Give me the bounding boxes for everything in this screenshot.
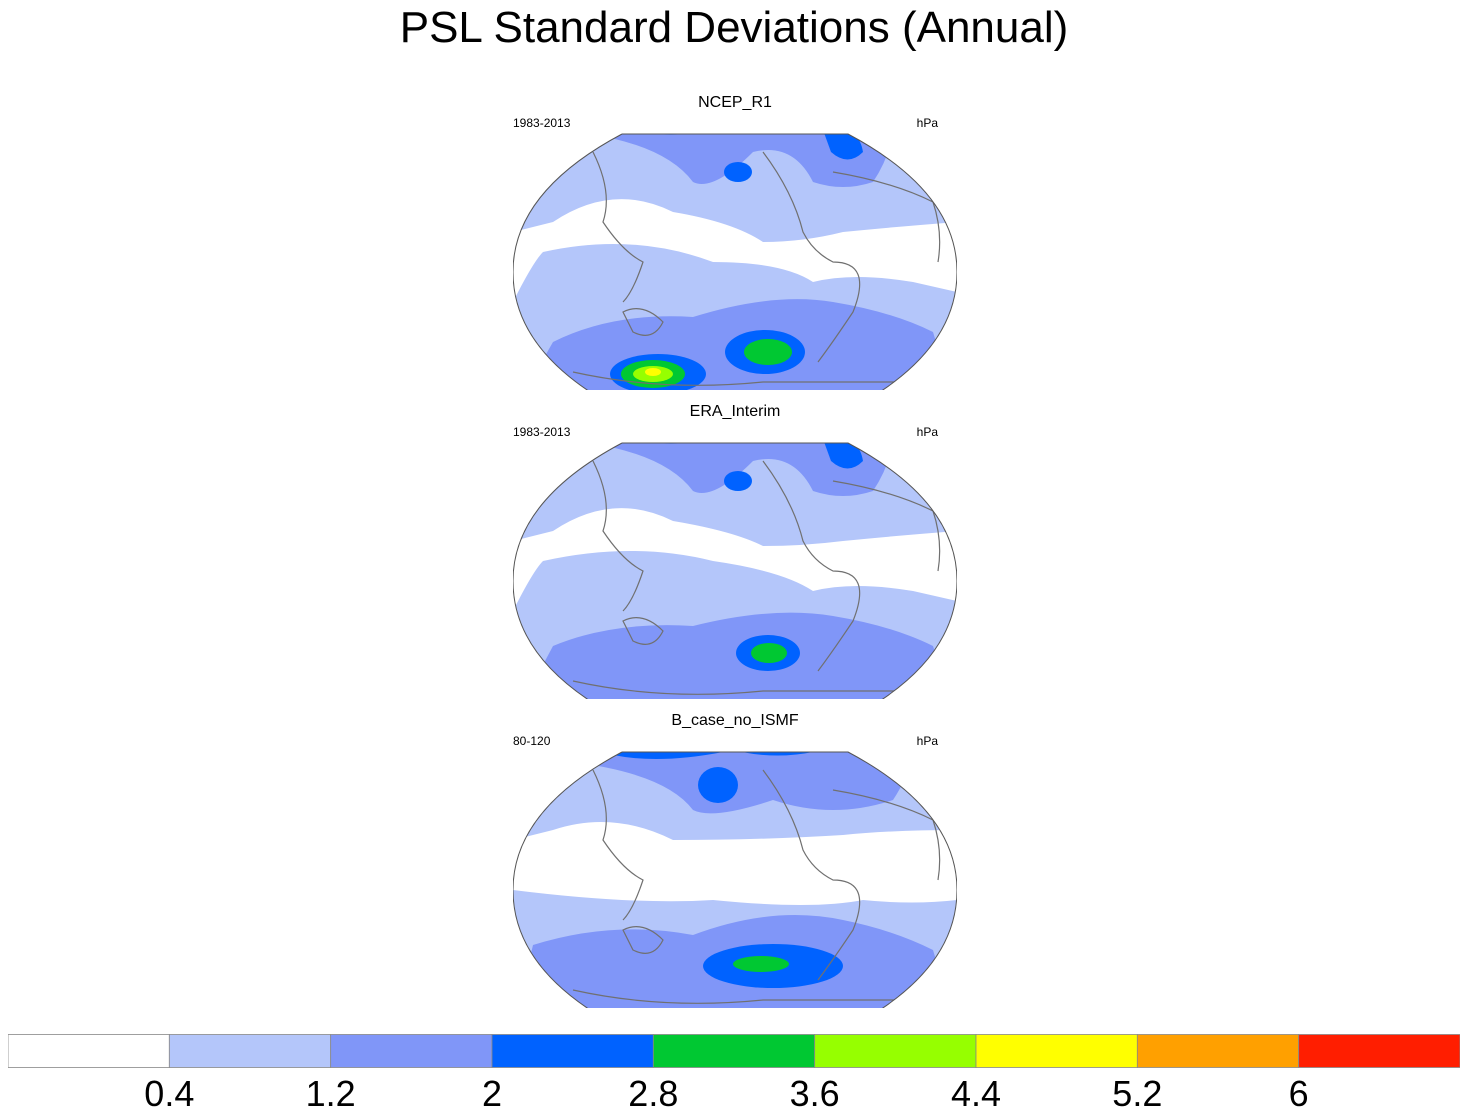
panel-period-label: 1983-2013 xyxy=(513,425,571,439)
colorbar-tick-label: 1.2 xyxy=(305,1073,356,1114)
colorbar-tick-label: 4.4 xyxy=(950,1073,1002,1114)
level-2.8-region xyxy=(698,767,738,803)
map-panel-era: ERA_Interim 1983-2013 hPa xyxy=(505,403,965,703)
coastlines xyxy=(572,151,941,386)
map-border xyxy=(513,133,957,390)
map-panel-bcase: B_case_no_ISMF 80-120 hPa xyxy=(505,712,965,1012)
psl-map-bcase xyxy=(513,751,957,1008)
colorbar-swatch xyxy=(8,1034,170,1068)
colorbar-tick-label: 2 xyxy=(481,1073,503,1114)
level-3.6-region xyxy=(751,643,787,663)
colorbar xyxy=(8,1034,1460,1068)
level-2.8-region xyxy=(724,162,752,182)
panel-period-label: 80-120 xyxy=(513,734,551,748)
figure-title: PSL Standard Deviations (Annual) xyxy=(399,3,1069,52)
panel-units-label: hPa xyxy=(916,734,938,748)
panel-units-label: hPa xyxy=(916,425,938,439)
colorbar-swatch xyxy=(330,1034,493,1068)
colorbar-swatch xyxy=(1298,1034,1460,1068)
colorbar-swatch xyxy=(491,1034,654,1068)
colorbar-swatch xyxy=(975,1034,1138,1068)
panel-units-label: hPa xyxy=(916,116,938,130)
map-border xyxy=(513,442,957,699)
panel-title: ERA_Interim xyxy=(689,403,781,420)
panel-period-label: 1983-2013 xyxy=(513,116,571,130)
level-2.8-region xyxy=(623,134,873,135)
colorbar-tick-label: 0.4 xyxy=(144,1073,195,1114)
panel-title: B_case_no_ISMF xyxy=(671,712,799,729)
panel-title: NCEP_R1 xyxy=(698,94,772,111)
level-2.8-region xyxy=(623,443,873,444)
colorbar-swatch xyxy=(652,1034,816,1068)
colorbar-swatch xyxy=(168,1034,332,1068)
level-2.8-region xyxy=(724,471,752,491)
map-border xyxy=(513,751,957,1008)
map-panel-ncep: NCEP_R1 1983-2013 hPa xyxy=(505,94,965,394)
coastlines xyxy=(572,769,941,1004)
level-5.2-region xyxy=(645,368,661,376)
level-2-region xyxy=(513,612,957,699)
level-3.6-region xyxy=(733,956,789,972)
psl-map-ncep xyxy=(513,133,957,390)
colorbar-tick-label: 2.8 xyxy=(628,1073,679,1114)
level-2-region xyxy=(573,443,893,496)
coastlines xyxy=(572,460,941,695)
colorbar-tick-label: 6 xyxy=(1288,1073,1309,1114)
psl-map-era xyxy=(513,442,957,699)
colorbar-swatch xyxy=(1136,1034,1300,1068)
colorbar-tick-label: 3.6 xyxy=(789,1073,840,1114)
level-2-region xyxy=(573,134,893,187)
colorbar-swatch xyxy=(814,1034,977,1068)
level-3.6-region xyxy=(744,339,792,365)
colorbar-tick-label: 5.2 xyxy=(1112,1073,1163,1114)
